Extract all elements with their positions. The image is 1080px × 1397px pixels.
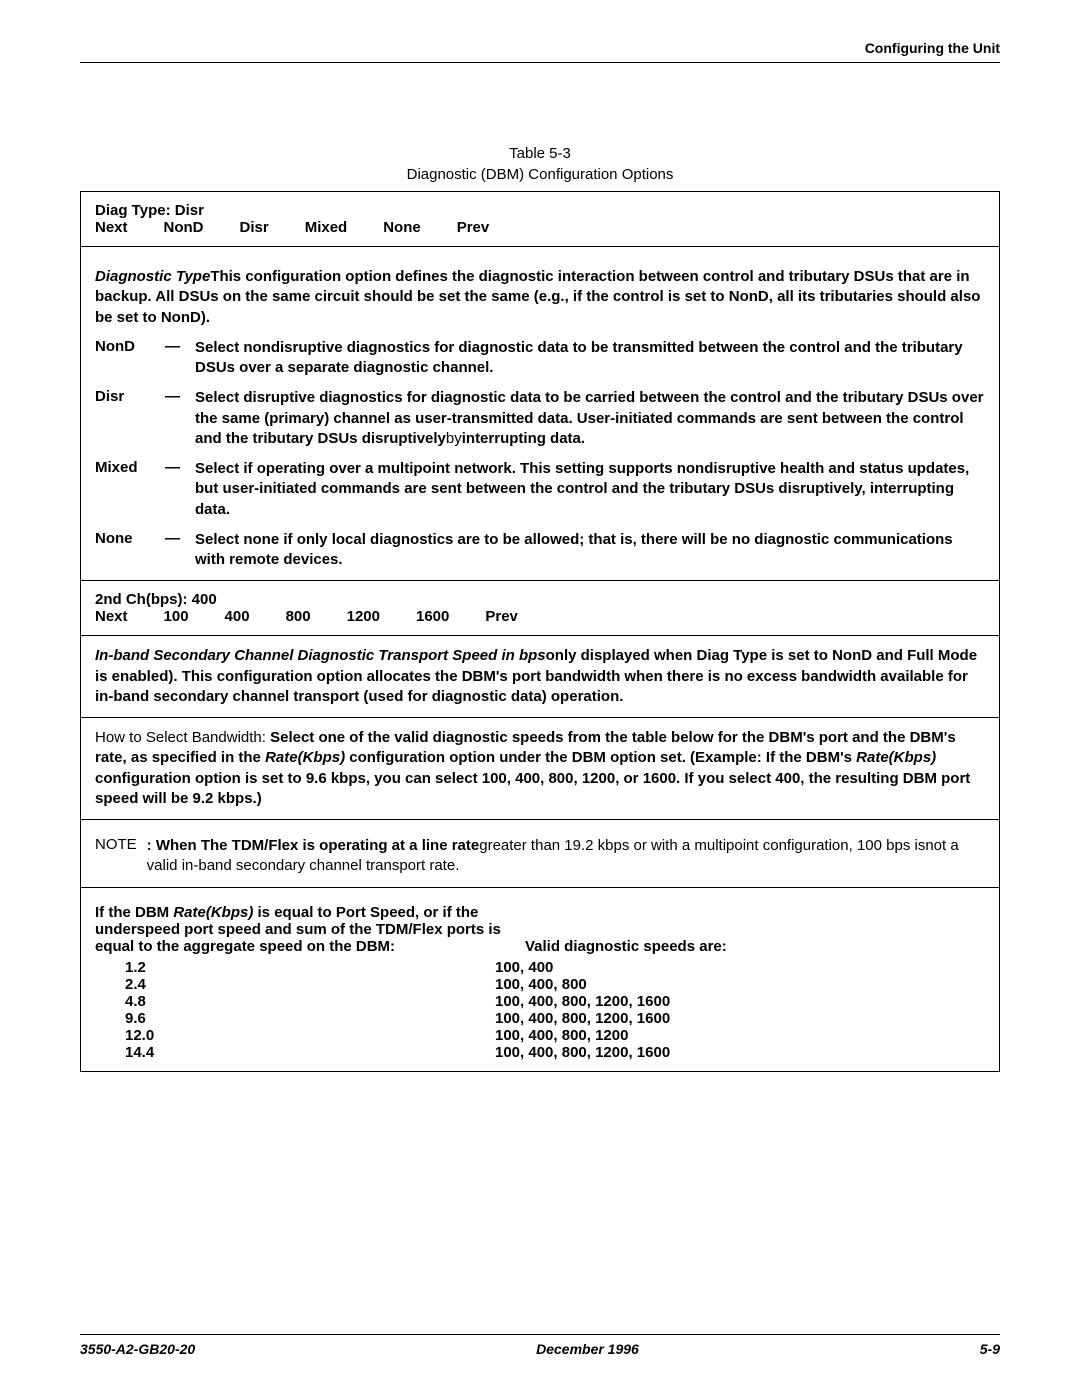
- speed-rate: 2.4: [95, 976, 495, 993]
- diag-type-body: Diagnostic TypeThis configuration option…: [81, 247, 999, 581]
- footer-rule: [80, 1334, 1000, 1335]
- howto-text: How to Select Bandwidth: Select one of t…: [95, 728, 985, 809]
- speed-valid: 100, 400: [495, 959, 985, 976]
- opt-next: Next: [95, 219, 128, 236]
- speed-valid: 100, 400, 800: [495, 976, 985, 993]
- speed-valid: 100, 400, 800, 1200, 1600: [495, 1010, 985, 1027]
- opt-nond: NonD: [164, 219, 204, 236]
- def-nond-key: NonD: [95, 338, 165, 379]
- opt-100: 100: [164, 608, 189, 625]
- speed-valid: 100, 400, 800, 1200, 1600: [495, 1044, 985, 1061]
- diag-type-intro-term: Diagnostic Type: [95, 268, 210, 285]
- note-a: : When The TDM/Flex is operating at a li…: [147, 837, 480, 854]
- def-none: None — Select none if only local diagnos…: [95, 530, 985, 571]
- header-rule: [80, 62, 1000, 63]
- second-ch-options: Next 100 400 800 1200 1600 Prev: [95, 608, 985, 625]
- def-mixed: Mixed — Select if operating over a multi…: [95, 459, 985, 520]
- second-ch-howto: How to Select Bandwidth: Select one of t…: [81, 718, 999, 820]
- opt-disr: Disr: [240, 219, 269, 236]
- howto-lead: How to Select Bandwidth:: [95, 729, 266, 746]
- def-nond: NonD — Select nondisruptive diagnostics …: [95, 338, 985, 379]
- def-disr-t1: Select disruptive diagnostics for diagno…: [195, 389, 984, 447]
- opt-prev: Prev: [485, 608, 518, 625]
- diag-type-header: Diag Type: Disr Next NonD Disr Mixed Non…: [81, 192, 999, 247]
- dash-icon: —: [165, 459, 195, 520]
- speed-rate: 14.4: [95, 1044, 495, 1061]
- opt-prev: Prev: [457, 219, 490, 236]
- speed-hdr-left: If the DBM Rate(Kbps) is equal to Port S…: [95, 904, 525, 955]
- def-disr: Disr — Select disruptive diagnostics for…: [95, 388, 985, 449]
- speed-hdr-left-a: If the DBM: [95, 904, 169, 921]
- speed-hdr-right: Valid diagnostic speeds are:: [525, 904, 985, 955]
- howto-c: configuration option is set to 9.6 kbps,…: [95, 770, 970, 807]
- opt-1200: 1200: [347, 608, 380, 625]
- note-b: greater than 19.2 kbps or with a multipo…: [479, 837, 925, 854]
- howto-rate2: Rate(Kbps): [856, 749, 936, 766]
- note-body: : When The TDM/Flex is operating at a li…: [147, 836, 985, 877]
- second-ch-intro: In-band Secondary Channel Diagnostic Tra…: [81, 636, 999, 718]
- speed-row: 1.2100, 400: [95, 959, 985, 976]
- speed-hdr-left-rate: Rate(Kbps): [169, 904, 257, 921]
- opt-400: 400: [225, 608, 250, 625]
- second-ch-title: 2nd Ch(bps): 400: [95, 591, 985, 608]
- speed-valid: 100, 400, 800, 1200, 1600: [495, 993, 985, 1010]
- footer-left: 3550-A2-GB20-20: [80, 1341, 195, 1357]
- second-ch-header: 2nd Ch(bps): 400 Next 100 400 800 1200 1…: [81, 581, 999, 636]
- howto-b: configuration option under the DBM optio…: [349, 749, 852, 766]
- footer-right: 5-9: [980, 1341, 1000, 1357]
- page-footer: 3550-A2-GB20-20 December 1996 5-9: [80, 1334, 1000, 1357]
- def-none-key: None: [95, 530, 165, 571]
- def-none-text: Select none if only local diagnostics ar…: [195, 530, 985, 571]
- config-table: Diag Type: Disr Next NonD Disr Mixed Non…: [80, 191, 1000, 1072]
- def-disr-t2: interrupting data.: [462, 430, 585, 447]
- second-ch-intro-term: In-band Secondary Channel Diagnostic Tra…: [95, 647, 546, 664]
- speed-rate: 9.6: [95, 1010, 495, 1027]
- def-disr-mid: by: [446, 430, 462, 447]
- diag-type-intro: Diagnostic TypeThis configuration option…: [95, 267, 985, 328]
- opt-none: None: [383, 219, 421, 236]
- table-caption: Table 5-3 Diagnostic (DBM) Configuration…: [80, 143, 1000, 185]
- caption-line2: Diagnostic (DBM) Configuration Options: [80, 164, 1000, 185]
- speed-row: 9.6100, 400, 800, 1200, 1600: [95, 1010, 985, 1027]
- second-ch-note: NOTE : When The TDM/Flex is operating at…: [81, 820, 999, 888]
- speed-row: 14.4100, 400, 800, 1200, 1600: [95, 1044, 985, 1061]
- dash-icon: —: [165, 388, 195, 449]
- speed-table-section: If the DBM Rate(Kbps) is equal to Port S…: [81, 888, 999, 1071]
- speed-rate: 4.8: [95, 993, 495, 1010]
- dash-icon: —: [165, 338, 195, 379]
- opt-next: Next: [95, 608, 128, 625]
- caption-line1: Table 5-3: [80, 143, 1000, 164]
- speed-row: 4.8100, 400, 800, 1200, 1600: [95, 993, 985, 1010]
- speed-valid: 100, 400, 800, 1200: [495, 1027, 985, 1044]
- opt-800: 800: [286, 608, 311, 625]
- note-lead: NOTE: [95, 836, 147, 877]
- opt-mixed: Mixed: [305, 219, 348, 236]
- second-ch-intro-text: In-band Secondary Channel Diagnostic Tra…: [95, 646, 985, 707]
- speed-table-header: If the DBM Rate(Kbps) is equal to Port S…: [95, 904, 985, 955]
- def-nond-text: Select nondisruptive diagnostics for dia…: [195, 338, 985, 379]
- speed-rows: 1.2100, 400 2.4100, 400, 800 4.8100, 400…: [95, 959, 985, 1061]
- diag-type-options: Next NonD Disr Mixed None Prev: [95, 219, 985, 236]
- opt-1600: 1600: [416, 608, 449, 625]
- def-disr-text: Select disruptive diagnostics for diagno…: [195, 388, 985, 449]
- footer-center: December 1996: [536, 1341, 639, 1357]
- diag-type-title: Diag Type: Disr: [95, 202, 985, 219]
- speed-rate: 1.2: [95, 959, 495, 976]
- speed-row: 2.4100, 400, 800: [95, 976, 985, 993]
- def-mixed-text: Select if operating over a multipoint ne…: [195, 459, 985, 520]
- dash-icon: —: [165, 530, 195, 571]
- diag-type-intro-text: This configuration option defines the di…: [95, 268, 980, 326]
- def-disr-key: Disr: [95, 388, 165, 449]
- howto-rate1: Rate(Kbps): [265, 749, 345, 766]
- speed-row: 12.0100, 400, 800, 1200: [95, 1027, 985, 1044]
- page-header-section: Configuring the Unit: [80, 40, 1000, 62]
- def-mixed-key: Mixed: [95, 459, 165, 520]
- speed-rate: 12.0: [95, 1027, 495, 1044]
